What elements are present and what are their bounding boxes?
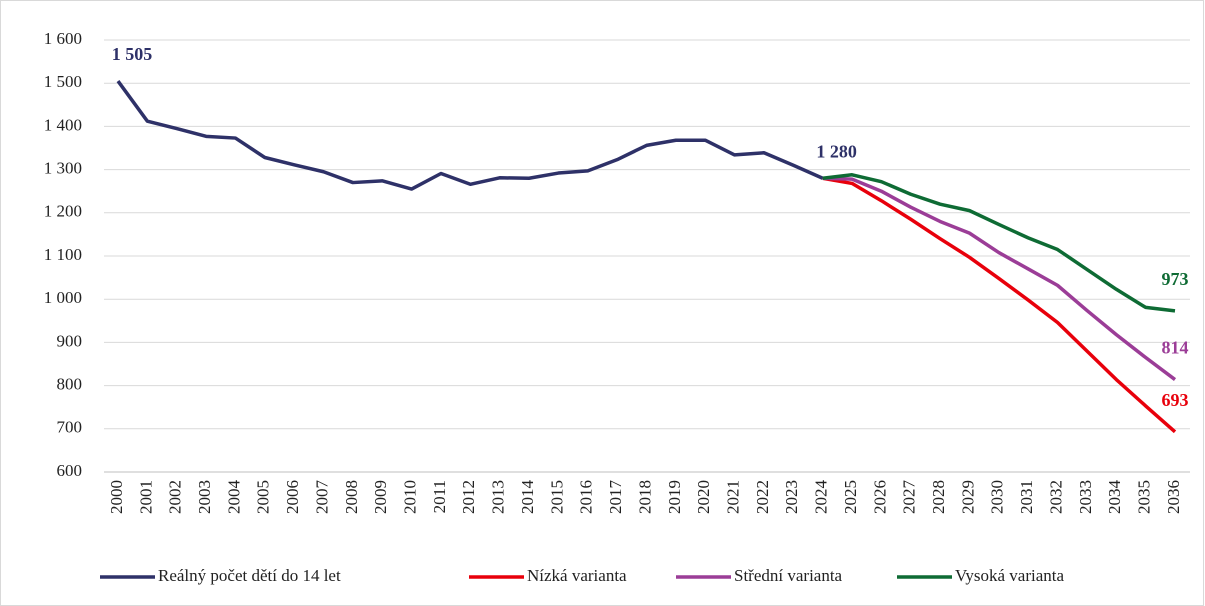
x-tick-label: 2012	[459, 480, 478, 514]
x-tick-label: 2001	[136, 480, 155, 514]
x-tick-label: 2008	[342, 480, 361, 514]
x-tick-label: 2004	[224, 480, 243, 515]
x-tick-label: 2005	[254, 480, 273, 514]
y-tick-label: 1 600	[44, 29, 82, 48]
y-tick-label: 1 500	[44, 72, 82, 91]
y-tick-label: 900	[57, 331, 83, 350]
x-tick-label: 2027	[900, 480, 919, 515]
legend-label: Reálný počet dětí do 14 let	[158, 566, 341, 585]
series-line	[116, 80, 824, 191]
x-tick-label: 2021	[723, 480, 742, 514]
x-tick-label: 2026	[870, 480, 889, 514]
data-label: 814	[1162, 338, 1189, 358]
x-tick-label: 2019	[665, 480, 684, 514]
x-tick-label: 2028	[929, 480, 948, 514]
x-tick-label: 2014	[518, 480, 537, 515]
data-label: 973	[1162, 269, 1189, 289]
y-tick-label: 1 200	[44, 202, 82, 221]
x-tick-label: 2035	[1135, 480, 1154, 514]
legend-label: Vysoká varianta	[955, 566, 1065, 585]
data-label: 1 505	[112, 44, 153, 64]
y-tick-label: 1 000	[44, 288, 82, 307]
x-tick-label: 2003	[195, 480, 214, 514]
y-tick-label: 700	[57, 418, 83, 437]
series-line	[822, 173, 1176, 313]
x-tick-label: 2009	[371, 480, 390, 514]
x-tick-label: 2016	[577, 480, 596, 514]
x-tick-label: 2017	[606, 480, 625, 515]
x-tick-label: 2010	[401, 480, 420, 514]
x-tick-label: 2029	[958, 480, 977, 514]
data-label: 1 280	[816, 141, 857, 161]
y-tick-label: 1 400	[44, 115, 82, 134]
legend-label: Střední varianta	[734, 566, 843, 585]
x-tick-label: 2034	[1105, 480, 1124, 515]
x-tick-label: 2031	[1017, 480, 1036, 514]
series-line	[822, 176, 1177, 381]
x-tick-label: 2030	[988, 480, 1007, 514]
legend-label: Nízká varianta	[527, 566, 627, 585]
series-line	[822, 176, 1177, 434]
x-tick-label: 2024	[812, 480, 831, 515]
y-tick-label: 600	[57, 461, 83, 480]
x-tick-label: 2020	[694, 480, 713, 514]
x-tick-label: 2015	[547, 480, 566, 514]
x-tick-label: 2000	[107, 480, 126, 514]
x-tick-label: 2002	[166, 480, 185, 514]
x-tick-label: 2006	[283, 480, 302, 514]
y-tick-label: 1 100	[44, 245, 82, 264]
x-tick-label: 2022	[753, 480, 772, 514]
x-tick-label: 2018	[635, 480, 654, 514]
x-tick-label: 2033	[1076, 480, 1095, 514]
x-tick-label: 2013	[489, 480, 508, 514]
x-tick-label: 2025	[841, 480, 860, 514]
x-tick-label: 2007	[312, 480, 331, 515]
y-tick-label: 1 300	[44, 159, 82, 178]
y-tick-label: 800	[57, 375, 83, 394]
x-tick-label: 2011	[430, 480, 449, 513]
x-tick-label: 2036	[1164, 480, 1183, 514]
x-tick-label: 2023	[782, 480, 801, 514]
data-label: 693	[1162, 390, 1189, 410]
x-tick-label: 2032	[1046, 480, 1065, 514]
